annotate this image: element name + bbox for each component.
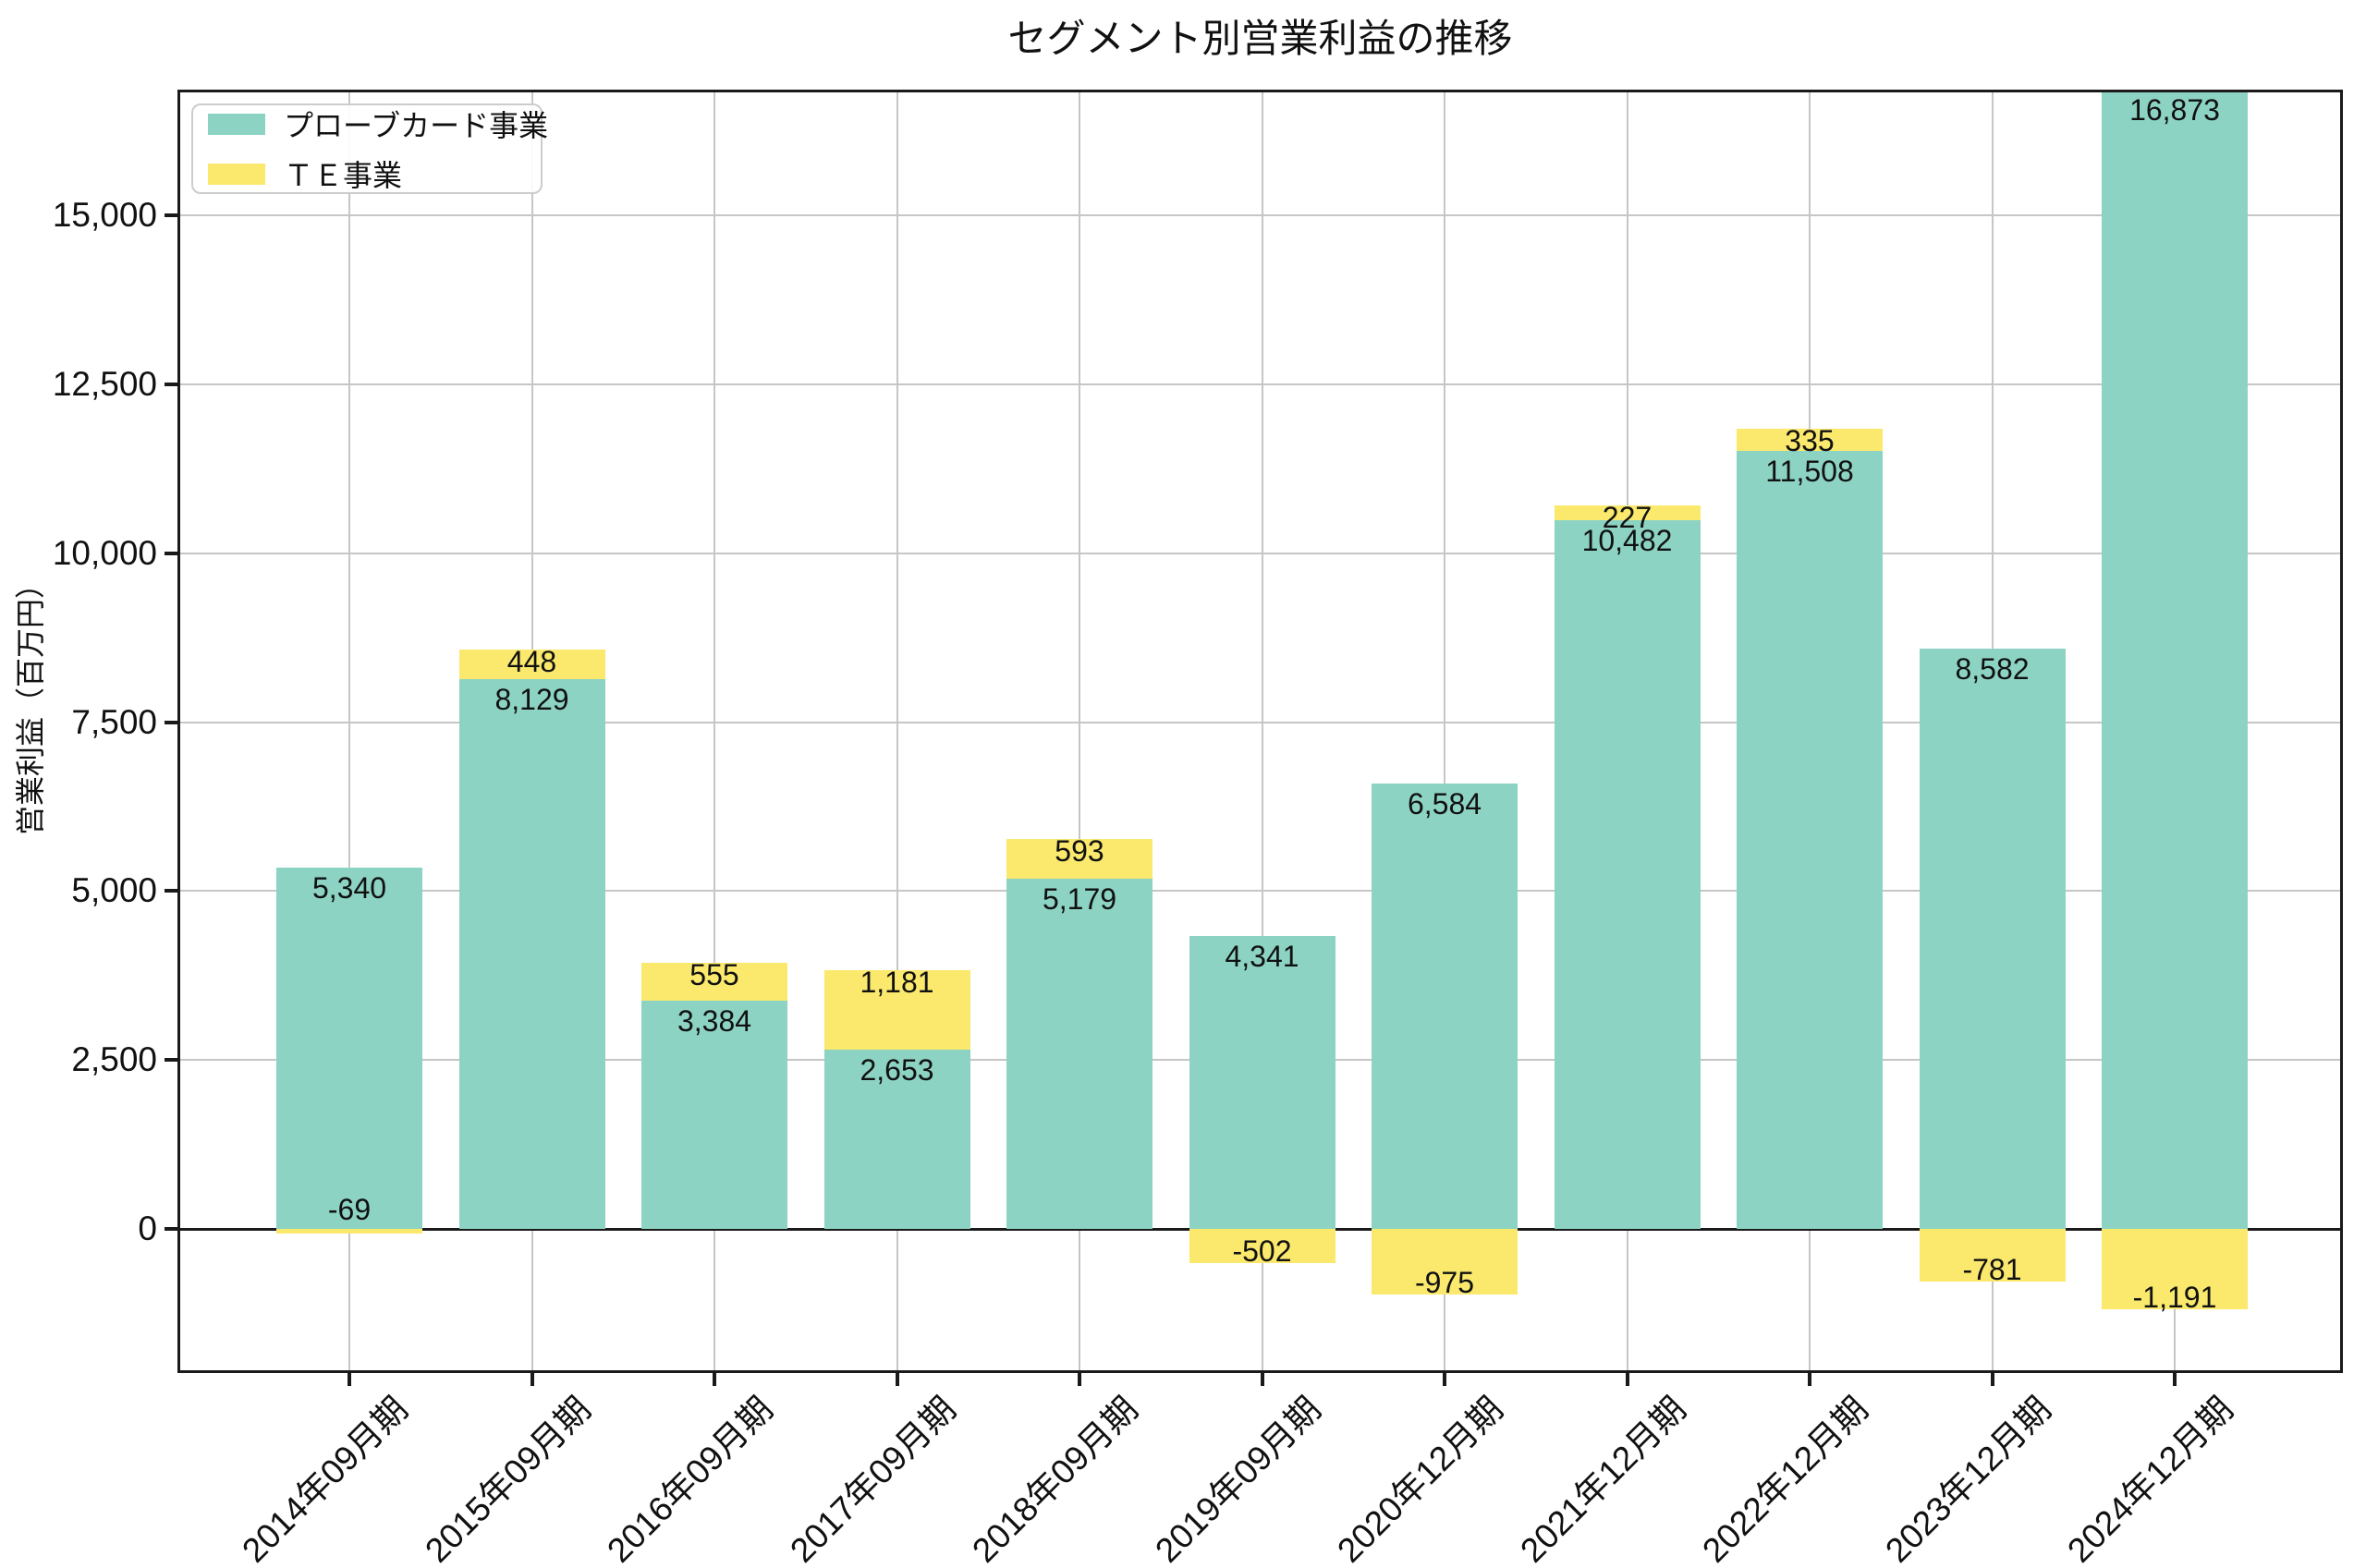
bar-segment-probe-card <box>1737 451 1883 1229</box>
gridline-horizontal <box>177 383 2343 385</box>
bar-segment-probe-card <box>1554 520 1701 1229</box>
x-tick-mark <box>1443 1373 1446 1386</box>
bar-segment-te <box>1189 1229 1335 1263</box>
bar-segment-probe-card <box>1189 935 1335 1229</box>
bar-segment-probe-card <box>823 1049 970 1229</box>
value-label: 335 <box>1785 423 1835 457</box>
legend-swatch-probe-card-icon <box>208 113 265 135</box>
y-tick-label: 15,000 <box>52 196 157 234</box>
value-label: 3,384 <box>677 1003 752 1038</box>
bar-segment-te <box>641 962 787 1001</box>
bar-segment-te <box>1919 1229 2066 1282</box>
bar-segment-te <box>823 969 970 1050</box>
bar-segment-probe-card <box>2102 90 2248 1229</box>
y-tick-mark <box>165 1227 177 1231</box>
value-label: 5,179 <box>1042 882 1117 917</box>
bar-segment-probe-card <box>1372 784 1518 1229</box>
bar-segment-probe-card <box>458 679 605 1229</box>
bar-segment-te <box>1737 428 1883 452</box>
gridline-vertical <box>896 90 898 1373</box>
bar-segment-te <box>1554 504 1701 521</box>
gridline-horizontal <box>177 552 2343 554</box>
legend-swatch-te-icon <box>208 163 265 185</box>
value-label: 8,582 <box>1955 652 2030 687</box>
x-tick-mark <box>530 1373 534 1386</box>
plot-area: 5,340 8,129 3,384 2,653 5,179 4,341 6,584 10,48… <box>177 90 2343 1373</box>
value-label: 6,584 <box>1407 787 1482 821</box>
value-label: -781 <box>1962 1253 2022 1287</box>
x-tick-mark <box>1990 1373 1994 1386</box>
x-tick-mark <box>1808 1373 1811 1386</box>
bar-segment-te <box>276 1229 422 1234</box>
value-label: -69 <box>327 1193 372 1226</box>
bar-segment-te <box>2102 1229 2248 1310</box>
gridline-vertical <box>348 90 350 1373</box>
value-label: 4,341 <box>1225 939 1299 973</box>
gridline-horizontal <box>177 721 2343 723</box>
gridline-vertical <box>1444 90 1445 1373</box>
value-label: 555 <box>689 957 739 991</box>
value-label: 5,340 <box>311 871 387 906</box>
x-tick-mark <box>1078 1373 1081 1386</box>
value-label: 1,181 <box>860 965 934 999</box>
y-tick-mark <box>165 1058 177 1063</box>
value-label: 10,482 <box>1581 524 1673 558</box>
y-tick-label: 0 <box>138 1209 157 1247</box>
x-tick-label: 2014年09月期 <box>235 1390 415 1568</box>
value-label: 16,873 <box>2129 93 2220 127</box>
x-tick-mark <box>895 1373 899 1386</box>
y-tick-mark <box>165 720 177 724</box>
value-label: 2,653 <box>860 1052 934 1087</box>
legend-item-probe-card: プローブカード事業 <box>208 103 548 145</box>
x-tick-mark <box>1260 1373 1264 1386</box>
value-label: 227 <box>1602 500 1653 534</box>
x-tick-mark <box>713 1373 716 1386</box>
y-tick-mark <box>165 213 177 217</box>
value-label: -1,191 <box>2132 1281 2217 1315</box>
bar-segment-te <box>1372 1229 1518 1295</box>
bar-segment-te <box>458 649 605 680</box>
gridline-vertical <box>1261 90 1263 1373</box>
y-tick-mark <box>165 551 177 555</box>
bar-segment-probe-card <box>641 1000 787 1229</box>
bar-segment-te <box>1006 838 1153 880</box>
chart-title: セグメント別営業利益の推移 <box>1007 17 1513 60</box>
value-label: -975 <box>1414 1266 1475 1300</box>
gridline-vertical <box>1079 90 1080 1373</box>
x-tick-mark <box>2173 1373 2177 1386</box>
gridline-horizontal <box>177 214 2343 216</box>
bar-segment-probe-card <box>276 868 422 1229</box>
gridline-vertical <box>713 90 715 1373</box>
value-label: 11,508 <box>1765 455 1854 489</box>
bar-segment-probe-card <box>1006 879 1153 1229</box>
value-label: -502 <box>1232 1234 1292 1268</box>
legend-item-te: ＴＥ事業 <box>208 152 526 195</box>
value-label: 593 <box>1055 833 1104 868</box>
gridline-horizontal <box>177 890 2343 893</box>
y-tick-label: 2,500 <box>71 1040 157 1079</box>
legend: プローブカード事業 ＴＥ事業 <box>191 103 548 195</box>
y-tick-mark <box>165 382 177 386</box>
bar-segment-probe-card <box>1919 649 2066 1229</box>
y-tick-mark <box>165 889 177 893</box>
value-label: 8,129 <box>494 683 569 717</box>
x-tick-mark <box>348 1373 351 1386</box>
y-tick-label: 10,000 <box>52 533 157 572</box>
y-tick-label: 7,500 <box>71 702 157 741</box>
y-tick-label: 12,500 <box>52 364 157 403</box>
legend-label-probe-card: プローブカード事業 <box>284 109 549 142</box>
legend-label-te: ＴＥ事業 <box>284 159 403 192</box>
value-label: 448 <box>506 644 557 678</box>
y-tick-label: 5,000 <box>71 871 157 910</box>
x-tick-mark <box>1625 1373 1629 1386</box>
